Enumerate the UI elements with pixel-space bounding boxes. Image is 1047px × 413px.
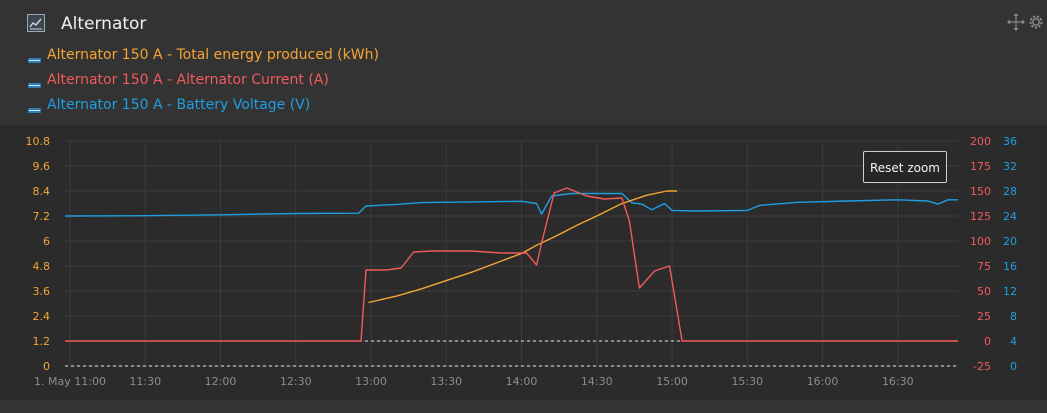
y-tick-label: 200 — [970, 135, 991, 148]
y-tick-label: 20 — [1003, 235, 1017, 248]
gear-icon[interactable] — [1027, 12, 1045, 32]
x-tick-label: 11:30 — [129, 375, 161, 388]
y-tick-label: 10.8 — [26, 135, 51, 148]
x-tick-label: 1. May 11:00 — [34, 375, 106, 388]
y-tick-label: 150 — [970, 185, 991, 198]
y-tick-label: 0 — [1010, 360, 1017, 373]
y-tick-label: 3.6 — [33, 285, 51, 298]
y-tick-label: 6 — [43, 235, 50, 248]
x-tick-label: 13:30 — [430, 375, 462, 388]
x-tick-label: 14:30 — [581, 375, 613, 388]
legend-item-voltage[interactable]: Alternator 150 A - Battery Voltage (V) — [28, 94, 379, 119]
series-line-current — [65, 187, 958, 342]
legend-label: Alternator 150 A - Battery Voltage (V) — [47, 97, 311, 113]
y-tick-label: 8 — [1010, 310, 1017, 323]
x-tick-label: 14:00 — [506, 375, 538, 388]
line-chart: 1. May 11:00 11:30 12:00 12:30 13:00 13:30 14:… — [26, 135, 1018, 388]
legend-line-icon — [28, 50, 41, 63]
legend-item-current[interactable]: Alternator 150 A - Alternator Current (A… — [28, 69, 379, 94]
y-tick-label: 2.4 — [33, 310, 51, 323]
move-icon[interactable] — [1007, 12, 1025, 32]
series-line-voltage — [64, 192, 958, 217]
y-tick-label: 4.8 — [33, 260, 51, 273]
header-tools — [1003, 12, 1047, 34]
legend-line-icon — [28, 100, 41, 113]
x-tick-label: 13:00 — [355, 375, 387, 388]
y-tick-label: 16 — [1003, 260, 1017, 273]
footer-strip — [0, 400, 1047, 413]
y-tick-label: 0 — [43, 360, 50, 373]
y-tick-label: 1.2 — [33, 335, 51, 348]
x-tick-label: 15:30 — [731, 375, 763, 388]
legend-item-energy[interactable]: Alternator 150 A - Total energy produced… — [28, 44, 379, 69]
y-tick-label: -25 — [973, 360, 991, 373]
panel-header: Alternator Alternator 150 A - Total — [0, 0, 1047, 125]
x-tick-label: 16:30 — [882, 375, 914, 388]
y-tick-label: 0 — [984, 335, 991, 348]
y-tick-label: 175 — [970, 160, 991, 173]
x-tick-label: 12:30 — [280, 375, 312, 388]
y-tick-label: 7.2 — [33, 210, 51, 223]
y-tick-label: 50 — [977, 285, 991, 298]
legend-label: Alternator 150 A - Alternator Current (A… — [47, 72, 329, 88]
legend-label: Alternator 150 A - Total energy produced… — [47, 47, 379, 63]
y-tick-label: 36 — [1003, 135, 1017, 148]
series-line-energy — [368, 190, 678, 304]
legend: Alternator 150 A - Total energy produced… — [28, 44, 379, 119]
y-tick-label: 12 — [1003, 285, 1017, 298]
line-chart-icon — [27, 14, 45, 32]
x-tick-label: 15:00 — [656, 375, 688, 388]
y-tick-label: 28 — [1003, 185, 1017, 198]
legend-line-icon — [28, 75, 41, 88]
y-tick-label: 32 — [1003, 160, 1017, 173]
chart-area: 1. May 11:00 11:30 12:00 12:30 13:00 13:30 14:… — [0, 125, 1047, 400]
panel-title: Alternator — [61, 14, 147, 34]
y-tick-label: 75 — [977, 260, 991, 273]
y-tick-label: 8.4 — [33, 185, 51, 198]
y-tick-label: 9.6 — [33, 160, 51, 173]
reset-zoom-button[interactable]: Reset zoom — [863, 151, 947, 183]
y-tick-label: 4 — [1010, 335, 1017, 348]
x-tick-label: 12:00 — [205, 375, 237, 388]
y-tick-label: 24 — [1003, 210, 1017, 223]
y-tick-label: 25 — [977, 310, 991, 323]
y-tick-label: 125 — [970, 210, 991, 223]
y-tick-label: 100 — [970, 235, 991, 248]
x-tick-label: 16:00 — [807, 375, 839, 388]
